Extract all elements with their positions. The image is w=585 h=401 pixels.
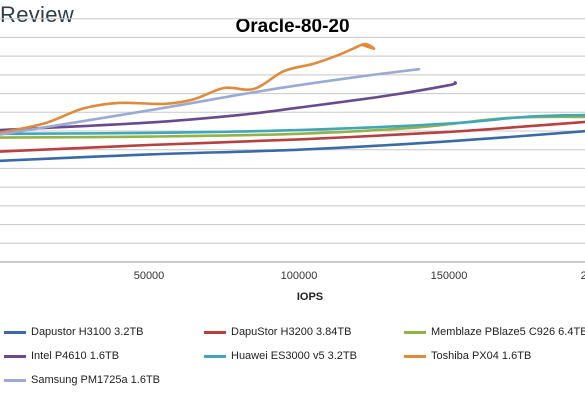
legend-swatch — [204, 354, 226, 358]
legend-label: Huawei ES3000 v5 3.2TB — [231, 350, 357, 362]
series-line-0 — [0, 129, 585, 163]
legend-swatch — [4, 354, 26, 358]
legend-swatch — [4, 330, 26, 334]
x-axis-label: IOPS — [296, 291, 324, 303]
legend-label: Dapustor H3100 3.2TB — [31, 326, 144, 338]
brand-logo-text: Review — [0, 2, 74, 27]
series-line-5 — [0, 42, 376, 135]
legend-swatch — [204, 330, 226, 334]
legend-item: Samsung PM1725a 1.6TB — [4, 374, 160, 386]
legend-swatch — [4, 378, 26, 382]
x-tick-label: 100000 — [281, 270, 318, 282]
legend-label: Toshiba PX04 1.6TB — [431, 350, 532, 362]
series-lines — [0, 42, 585, 163]
legend-label: DapuStor H3200 3.84TB — [231, 326, 352, 338]
legend-item: Intel P4610 1.6TB — [4, 350, 119, 362]
legend-label: Samsung PM1725a 1.6TB — [31, 374, 161, 386]
series-line-6 — [0, 67, 421, 136]
series-line-3 — [0, 81, 458, 132]
legend-item: Huawei ES3000 v5 3.2TB — [204, 350, 357, 362]
legend-item: DapuStor H3200 3.84TB — [204, 326, 351, 338]
x-tick-label: 150000 — [431, 270, 468, 282]
x-axis-ticks: 50000 100000 150000 200000 — [134, 270, 585, 282]
legend-item: Toshiba PX04 1.6TB — [404, 350, 531, 362]
legend-swatch — [404, 330, 426, 334]
legend-item: Dapustor H3100 3.2TB — [4, 326, 144, 338]
legend-label: Intel P4610 1.6TB — [31, 350, 120, 362]
series-line-4 — [0, 113, 585, 136]
legend-label: Memblaze PBlaze5 C926 6.4TB — [431, 326, 585, 338]
legend-item: Memblaze PBlaze5 C926 6.4TB — [404, 326, 585, 338]
x-tick-label: 50000 — [134, 270, 165, 282]
legend-swatch — [404, 354, 426, 358]
series-line-1 — [0, 120, 585, 153]
x-tick-label: 200000 — [581, 270, 585, 282]
chart-title: Oracle-80-20 — [235, 16, 350, 37]
